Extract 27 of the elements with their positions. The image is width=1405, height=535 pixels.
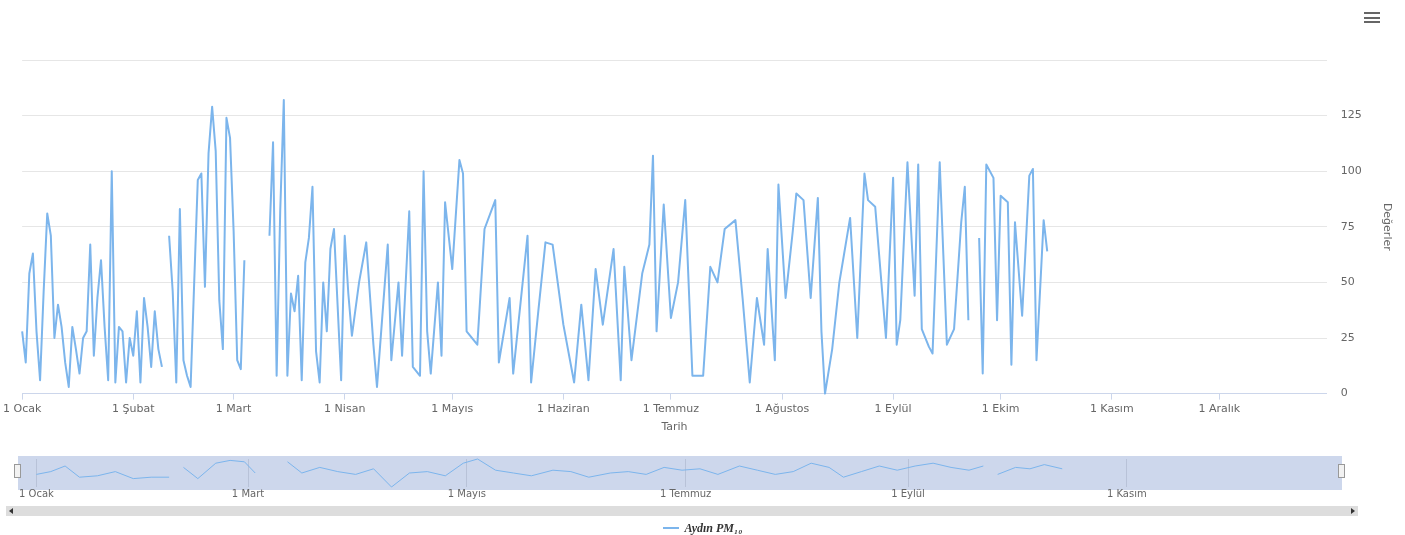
x-tick-label: 1 Mayıs [431, 402, 474, 416]
x-tick-label: 1 Haziran [537, 402, 590, 416]
x-tick-label: 1 Kasım [1089, 402, 1134, 416]
x-tick-label: 1 Kasım [1106, 487, 1147, 499]
x-tick-label: 1 Mayıs [447, 487, 486, 499]
x-tick-label: 1 Temmuz [642, 402, 700, 416]
x-tick-label: 1 Ocak [18, 487, 55, 499]
x-tick-label: 1 Şubat [112, 402, 156, 416]
x-tick-label: 1 Eylül [874, 402, 912, 416]
x-tick-label: 1 Ocak [3, 402, 42, 416]
x-tick-label: 1 Eylül [891, 487, 925, 499]
y-tick-label: 75 [1340, 219, 1355, 233]
legend-label: Aydın PM₁₀ [684, 520, 743, 535]
y-axis-title: Değerler [1380, 202, 1394, 252]
x-tick-label: 1 Ekim [981, 402, 1020, 416]
y-tick-label: 100 [1340, 164, 1362, 178]
x-tick-label: 1 Aralık [1198, 402, 1241, 416]
x-tick-label: 1 Ağustos [754, 402, 810, 416]
y-tick-label: 125 [1340, 108, 1362, 122]
y-tick-label: 50 [1340, 275, 1355, 289]
x-tick-label: 1 Nisan [324, 402, 366, 416]
x-tick-label: 1 Mart [231, 487, 265, 499]
y-tick-label: 0 [1340, 386, 1348, 400]
x-tick-label: 1 Mart [215, 402, 253, 416]
y-tick-label: 25 [1340, 330, 1355, 344]
x-tick-label: 1 Temmuz [660, 487, 712, 499]
x-axis-title: Tarih [660, 420, 688, 434]
